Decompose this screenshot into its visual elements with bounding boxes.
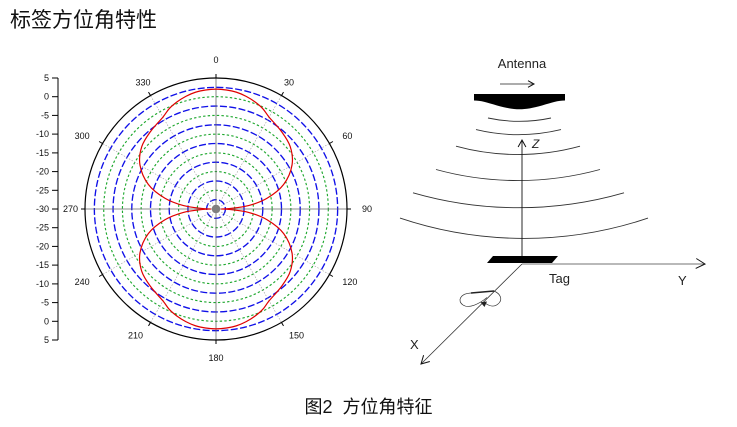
svg-text:Z: Z xyxy=(531,137,540,151)
svg-text:X: X xyxy=(410,337,419,352)
svg-text:Tag: Tag xyxy=(549,271,570,286)
svg-text:Antenna: Antenna xyxy=(498,56,547,71)
svg-text:Y: Y xyxy=(678,273,687,288)
